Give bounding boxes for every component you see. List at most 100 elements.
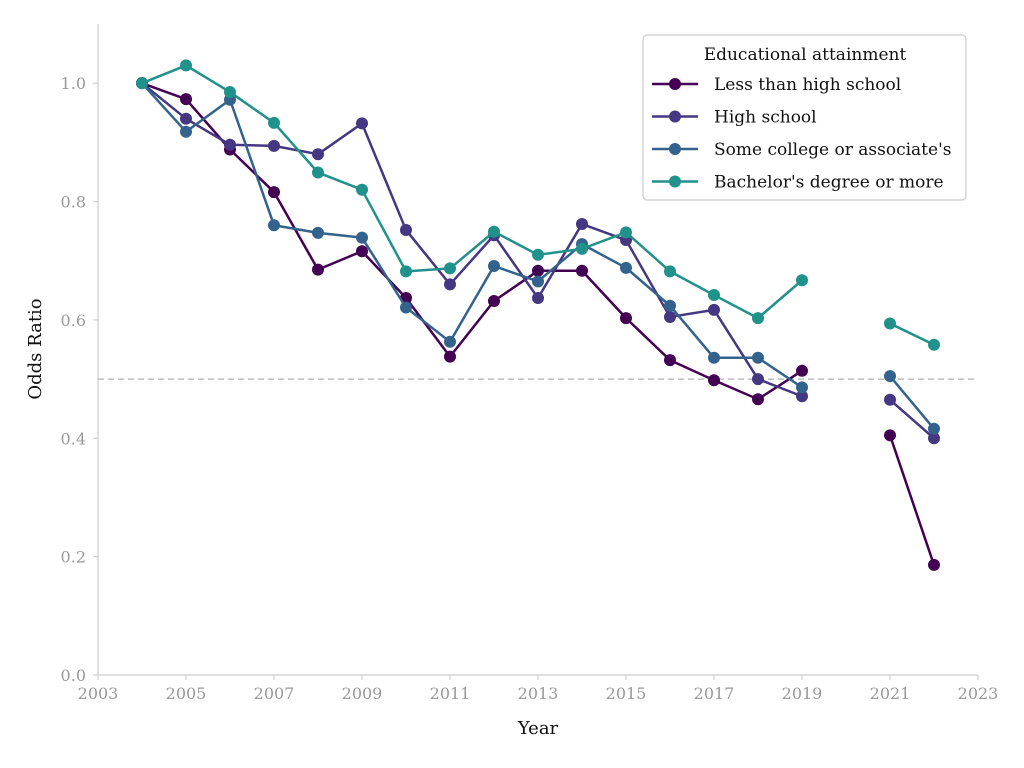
series-line <box>141 82 803 401</box>
data-point <box>620 261 632 274</box>
x-tick-label: 2011 <box>430 684 471 703</box>
legend-marker <box>669 78 681 90</box>
ticks: 2003 2005 2007 2009 2011 2013 2015 2017 2019 2021… <box>61 74 999 703</box>
legend-marker <box>669 143 681 155</box>
data-point <box>664 310 676 323</box>
y-tick-label: 0.2 <box>61 548 86 567</box>
data-point <box>576 242 588 255</box>
data-point <box>796 390 808 403</box>
legend-marker <box>669 110 681 123</box>
x-tick-label: 2005 <box>166 684 207 703</box>
data-point <box>180 112 192 125</box>
data-point <box>488 225 500 238</box>
x-tick-label: 2019 <box>782 684 823 703</box>
legend-item: Bachelor's degree or more <box>652 173 944 193</box>
data-point <box>752 373 764 386</box>
data-point <box>532 264 544 277</box>
data-point <box>532 248 544 261</box>
x-tick-label: 2015 <box>606 684 647 703</box>
series-line <box>889 322 935 346</box>
x-tick-label: 2007 <box>254 684 295 703</box>
data-point <box>356 117 368 130</box>
data-point <box>356 245 368 258</box>
data-point <box>796 274 808 287</box>
data-point <box>488 260 500 273</box>
data-point <box>708 289 720 302</box>
x-tick-label: 2021 <box>870 684 911 703</box>
data-point <box>400 301 412 314</box>
x-axis-title: Year <box>517 718 559 739</box>
data-point <box>224 138 236 151</box>
x-tick-label: 2023 <box>958 684 999 703</box>
data-point <box>444 262 456 275</box>
data-point <box>488 294 500 307</box>
series-3 <box>136 59 940 351</box>
data-point <box>268 219 280 232</box>
data-point <box>708 374 720 387</box>
data-point <box>928 432 940 445</box>
legend-item: High school <box>652 108 817 128</box>
data-point <box>400 265 412 278</box>
legend-title: Educational attainment <box>704 45 907 65</box>
y-tick-label: 0.8 <box>61 193 86 212</box>
x-tick-label: 2013 <box>518 684 559 703</box>
y-tick-label: 0.0 <box>61 666 86 685</box>
legend-label: Bachelor's degree or more <box>714 173 944 193</box>
data-point <box>664 354 676 367</box>
data-point <box>268 186 280 199</box>
data-point <box>576 218 588 231</box>
legend-item: Some college or associate's <box>652 140 951 160</box>
legend-label: Less than high school <box>714 75 901 95</box>
y-tick-label: 0.6 <box>61 311 86 330</box>
data-point <box>180 93 192 106</box>
x-tick-label: 2003 <box>78 684 119 703</box>
data-point <box>796 364 808 377</box>
data-point <box>268 139 280 152</box>
series-line <box>141 82 803 398</box>
series-line <box>889 375 935 430</box>
series-line <box>889 398 935 440</box>
x-tick-label: 2017 <box>694 684 735 703</box>
data-point <box>884 317 896 330</box>
data-point <box>444 350 456 363</box>
data-point <box>400 223 412 236</box>
data-point <box>180 59 192 72</box>
data-point <box>356 183 368 196</box>
data-point <box>444 278 456 291</box>
series-line <box>141 82 803 389</box>
data-point <box>752 351 764 364</box>
data-point <box>664 265 676 278</box>
legend-label: Some college or associate's <box>714 140 951 160</box>
data-point <box>136 77 148 90</box>
legend: Educational attainment Less than high sc… <box>642 34 967 201</box>
data-point <box>312 226 324 239</box>
data-point <box>928 558 940 571</box>
data-point <box>268 116 280 129</box>
series-2 <box>136 77 940 435</box>
data-point <box>620 226 632 239</box>
data-point <box>620 312 632 325</box>
data-point <box>884 429 896 442</box>
data-point <box>796 381 808 394</box>
data-point <box>312 166 324 179</box>
data-point <box>928 422 940 435</box>
data-point <box>928 338 940 351</box>
legend-item: Less than high school <box>652 75 901 95</box>
data-point <box>356 231 368 244</box>
data-point <box>532 292 544 305</box>
data-point <box>444 335 456 348</box>
y-tick-label: 0.4 <box>61 429 86 448</box>
data-point <box>664 299 676 312</box>
y-tick-label: 1.0 <box>61 74 86 93</box>
legend-label: High school <box>714 108 817 128</box>
data-point <box>224 86 236 99</box>
series-layer <box>136 59 940 571</box>
data-point <box>708 351 720 364</box>
series-line <box>141 64 803 320</box>
legend-frame <box>642 34 967 201</box>
data-point <box>532 275 544 288</box>
data-point <box>576 264 588 277</box>
legend-marker <box>669 175 681 188</box>
